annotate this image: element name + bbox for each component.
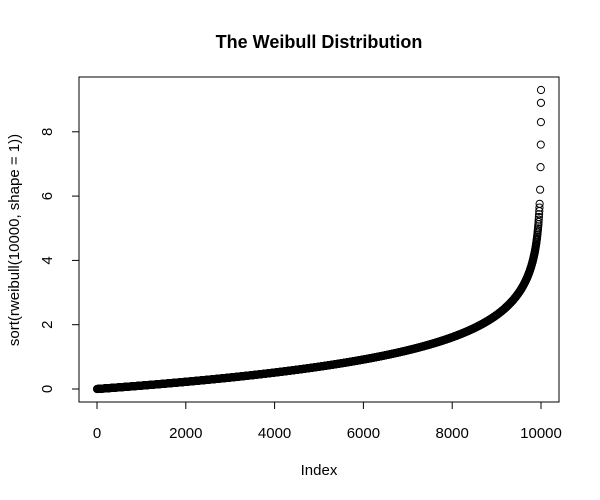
y-tick-label: 4: [39, 256, 56, 264]
data-point: [536, 185, 545, 194]
data-point: [535, 203, 544, 212]
data-point: [536, 163, 545, 172]
y-axis: 0 2 4 6 8: [39, 128, 80, 393]
data-point: [536, 85, 546, 95]
y-tick-label: 2: [39, 321, 56, 329]
x-axis-label: Index: [301, 462, 338, 479]
x-tick-label: 4000: [258, 425, 291, 442]
x-tick-label: 8000: [436, 425, 469, 442]
data-points: [92, 85, 546, 394]
data-point: [536, 140, 545, 149]
y-tick-label: 6: [39, 192, 56, 200]
data-point: [534, 212, 544, 222]
data-point: [534, 215, 543, 224]
x-tick-label: 2000: [169, 425, 202, 442]
x-tick-label: 10000: [520, 425, 562, 442]
data-point: [534, 217, 543, 227]
data-point: [534, 210, 544, 219]
y-tick-label: 0: [39, 385, 56, 393]
x-tick-label: 0: [93, 425, 101, 442]
y-axis-label: sort(rweibull(10000, shape = 1)): [6, 134, 23, 346]
x-axis: 0 2000 4000 6000 8000 10000: [93, 401, 562, 442]
data-point: [536, 98, 546, 107]
data-point: [535, 199, 544, 208]
y-tick-label: 8: [39, 128, 56, 136]
plot-frame: [78, 76, 560, 403]
x-tick-label: 6000: [347, 425, 380, 442]
chart-title: The Weibull Distribution: [216, 32, 423, 52]
data-point: [536, 118, 546, 127]
